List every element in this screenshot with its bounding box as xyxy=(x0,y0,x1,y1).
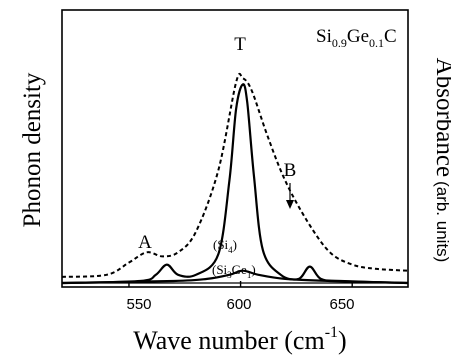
annotation-B: B xyxy=(284,160,297,181)
y-axis-label-left: Phonon density xyxy=(19,72,46,227)
series-line-2 xyxy=(61,269,409,285)
x-tick-label-650: 650 xyxy=(329,296,354,313)
x-tick-label-600: 600 xyxy=(226,296,251,313)
series-line-1 xyxy=(61,83,409,285)
series-layer xyxy=(61,72,409,285)
x-tick-label-550: 550 xyxy=(126,296,151,313)
series-line-0 xyxy=(61,72,409,278)
annotation-si4: (Si4) xyxy=(213,237,237,255)
plot-frame xyxy=(61,9,409,288)
y-axis-label-right: Absorbance(arb. units) xyxy=(431,58,451,263)
annotation-A: A xyxy=(138,232,152,253)
annotation-B-arrow-head xyxy=(286,200,294,209)
composition-label: Si0.9Ge0.1C xyxy=(316,26,397,50)
annotation-T: T xyxy=(234,34,246,55)
annotation-si3ge1: (Si3Ge1) xyxy=(212,262,256,280)
x-axis-label: Wave number (cm-1) xyxy=(133,324,346,355)
x-tick-layer xyxy=(128,281,353,287)
